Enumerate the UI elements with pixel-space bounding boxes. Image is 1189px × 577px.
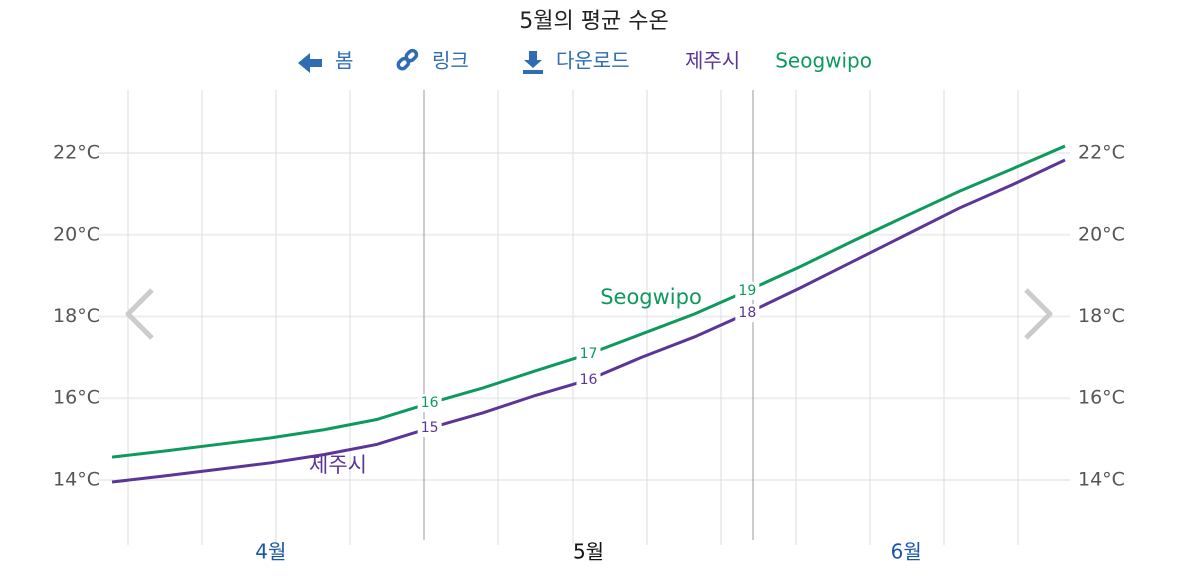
series-line xyxy=(111,144,1066,459)
link-button[interactable]: 링크 xyxy=(432,49,469,73)
download-icon[interactable] xyxy=(523,51,543,74)
data-label: 16 xyxy=(580,372,598,388)
x-tick-label: 5월 xyxy=(573,540,604,564)
y2-tick-label: 22°C xyxy=(1078,142,1125,164)
data-label-bg xyxy=(576,345,601,364)
data-label-bg xyxy=(417,419,442,438)
data-label-bg xyxy=(735,281,760,300)
data-label-bg xyxy=(417,394,442,413)
data-label: 16 xyxy=(421,395,439,411)
y2-tick-label: 14°C xyxy=(1078,468,1125,490)
x-tick-label[interactable]: 6월 xyxy=(891,540,922,564)
x-tick-label[interactable]: 4월 xyxy=(255,540,286,564)
back-icon[interactable] xyxy=(298,53,322,73)
y2-tick-label: 16°C xyxy=(1078,387,1125,409)
data-label-bg xyxy=(735,304,760,323)
data-label-bg xyxy=(576,370,601,389)
prev-arrow[interactable] xyxy=(125,288,154,340)
link-icon[interactable] xyxy=(396,48,419,71)
y-tick-label: 20°C xyxy=(53,223,100,245)
series-label: 제주시 xyxy=(309,453,367,477)
y2-tick-label: 20°C xyxy=(1078,223,1125,245)
y-tick-label: 16°C xyxy=(53,387,100,409)
series-label: Seogwipo xyxy=(600,285,702,309)
y-grid xyxy=(98,152,1070,481)
legend-entry[interactable]: Seogwipo xyxy=(775,49,872,73)
data-label: 17 xyxy=(580,346,598,362)
y-tick-label: 18°C xyxy=(53,305,100,327)
data-label: 18 xyxy=(738,305,756,321)
data-label: 19 xyxy=(738,283,756,299)
y2-tick-label: 18°C xyxy=(1078,305,1125,327)
data-label: 15 xyxy=(421,420,439,436)
next-arrow[interactable] xyxy=(1024,288,1053,340)
chart-title: 5월의 평균 수온 xyxy=(519,9,668,34)
toolbar: 봄 링크 다운로드 xyxy=(298,48,630,74)
season-link[interactable]: 봄 xyxy=(335,49,353,73)
download-button[interactable]: 다운로드 xyxy=(556,49,630,73)
y-tick-label: 14°C xyxy=(53,468,100,490)
y-tick-label: 22°C xyxy=(53,142,100,164)
legend-entry[interactable]: 제주시 xyxy=(685,49,740,73)
